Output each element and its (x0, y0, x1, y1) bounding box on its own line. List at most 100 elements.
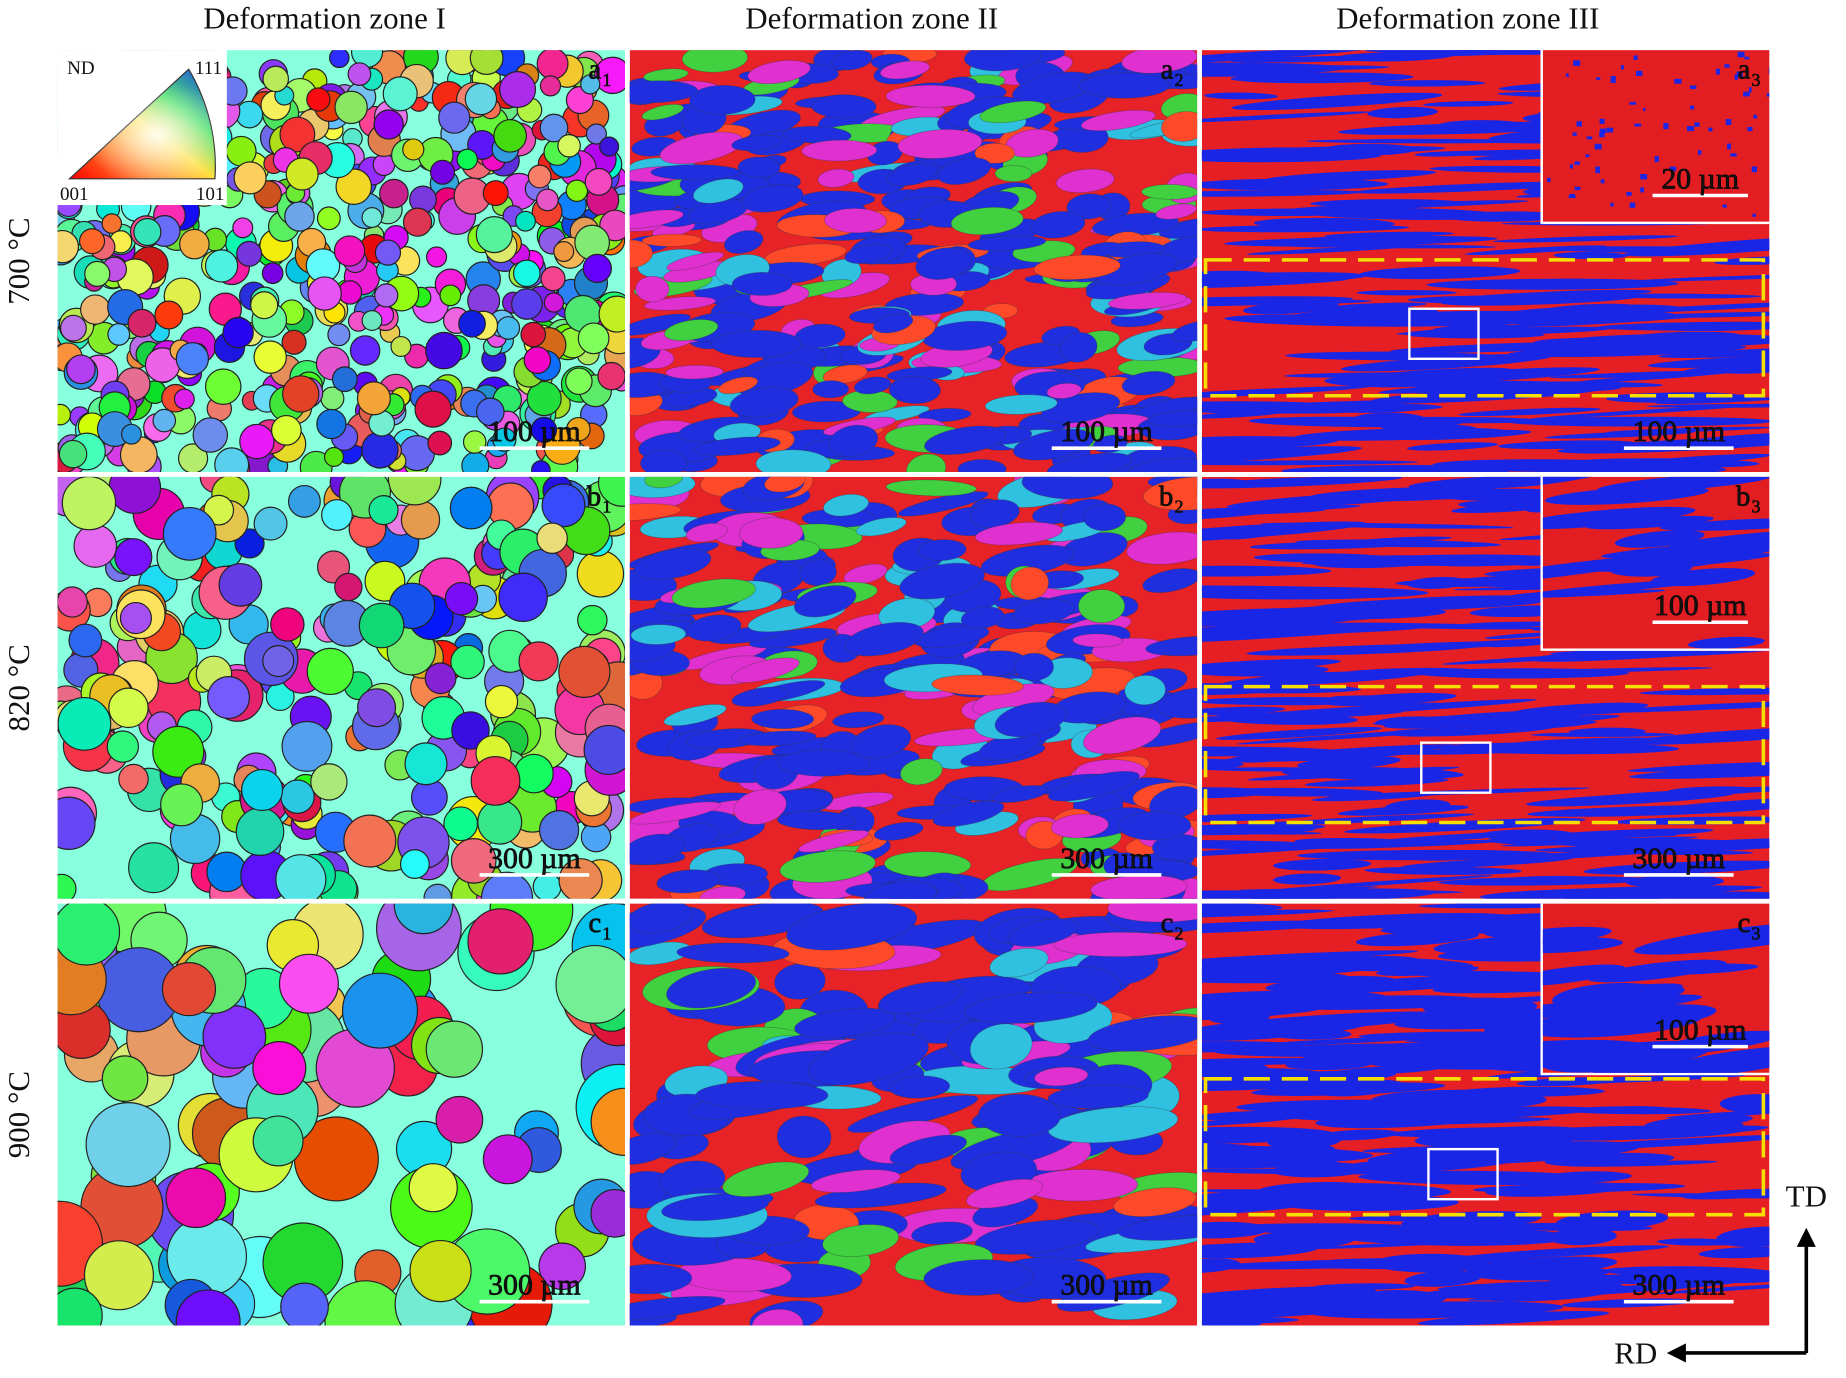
grain (1249, 671, 1384, 684)
grain (526, 380, 562, 417)
grain (1542, 506, 1696, 530)
grain (1627, 761, 1770, 772)
grain (932, 800, 1005, 827)
grain (1542, 1039, 1656, 1070)
grain (1201, 65, 1390, 73)
grain (897, 491, 989, 517)
grain (1530, 732, 1675, 737)
grain (1747, 126, 1753, 132)
grain (1231, 92, 1443, 111)
grain (361, 431, 399, 469)
grain (538, 1242, 587, 1291)
grain (232, 217, 254, 239)
panel-letter: b (1159, 481, 1173, 512)
grain (280, 779, 315, 814)
grain (1201, 813, 1313, 823)
grain (1703, 767, 1770, 774)
grain (1574, 161, 1580, 165)
grain (1126, 531, 1198, 565)
grain (316, 206, 341, 231)
grain (543, 292, 565, 313)
grain (1619, 725, 1770, 745)
grain (1215, 727, 1383, 740)
grain (555, 944, 625, 1024)
grain (429, 159, 456, 185)
grain (514, 753, 554, 794)
grain (1768, 67, 1770, 75)
grain (695, 1081, 829, 1110)
grain (1417, 1310, 1610, 1326)
grain (152, 725, 205, 778)
grain (844, 243, 893, 264)
grain (629, 1132, 676, 1165)
grain (61, 476, 117, 531)
grain (57, 229, 79, 264)
grain (425, 1020, 484, 1078)
grain (1201, 658, 1341, 671)
grain (387, 476, 442, 506)
grain (399, 849, 430, 879)
grain (731, 686, 789, 707)
grain (1277, 1043, 1508, 1055)
grain (1411, 853, 1493, 861)
grain (1201, 438, 1336, 451)
grain (443, 806, 479, 842)
grain (1121, 371, 1176, 396)
grain (1253, 553, 1398, 563)
panel-subscript: 2 (1175, 497, 1184, 517)
roi-box (1427, 1147, 1499, 1201)
grain (287, 484, 321, 518)
grain (250, 291, 279, 320)
grain (161, 962, 217, 1017)
grain (316, 408, 347, 440)
grain (1242, 300, 1339, 315)
grain (722, 1161, 810, 1197)
grain (1375, 716, 1439, 727)
grain (470, 755, 521, 806)
roi-box (1420, 741, 1492, 794)
grain (994, 165, 1033, 182)
grain (1725, 119, 1732, 126)
grain (1201, 476, 1403, 489)
scale-label: 300 µm (1060, 1269, 1153, 1302)
grain (458, 309, 486, 338)
grain (822, 364, 868, 385)
grain (900, 758, 943, 786)
grain (133, 217, 162, 247)
grain (347, 62, 372, 86)
grain (1201, 1258, 1241, 1273)
grain (1620, 65, 1624, 70)
grain (1753, 114, 1758, 119)
roi-dashed (1203, 1077, 1766, 1217)
grain (328, 50, 350, 69)
grain (661, 1193, 770, 1221)
grain (1201, 460, 1419, 466)
column-header: Deformation zone II (745, 1, 998, 36)
grain (400, 500, 441, 540)
grain (794, 1007, 897, 1039)
grain (1542, 936, 1623, 954)
grain (1453, 1245, 1669, 1260)
grain (1576, 121, 1582, 127)
grain (629, 833, 685, 865)
grain (1201, 1317, 1264, 1326)
grain (57, 696, 112, 751)
grain (1356, 290, 1457, 296)
grain (323, 446, 345, 467)
grain (666, 967, 757, 1009)
grain (824, 208, 887, 234)
grain (450, 838, 497, 884)
grain (1473, 1183, 1686, 1193)
row-label: 900 °C (1, 1071, 36, 1158)
grain (641, 103, 684, 121)
grain (566, 416, 591, 442)
grain (498, 572, 548, 623)
grain (536, 188, 559, 212)
grain (439, 284, 462, 307)
grain (467, 908, 534, 975)
grain (1201, 504, 1362, 516)
grain (538, 810, 580, 851)
grain (527, 164, 552, 189)
grain (751, 709, 814, 730)
